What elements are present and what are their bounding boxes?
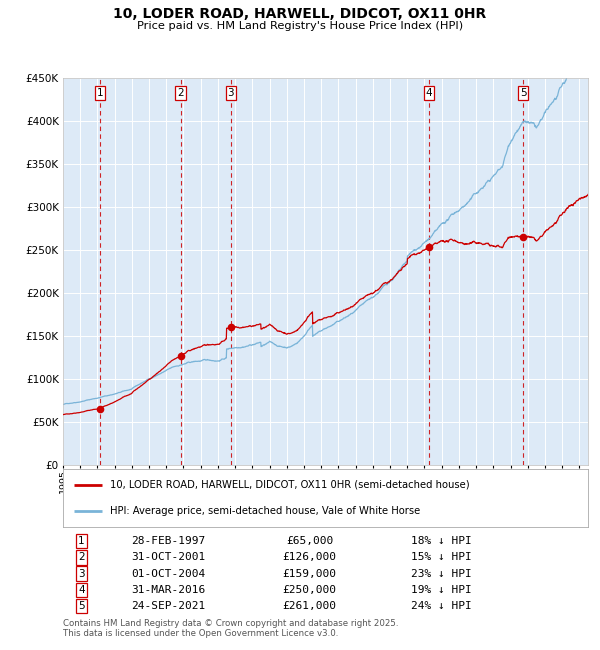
Text: 2: 2 bbox=[177, 88, 184, 97]
Text: 10, LODER ROAD, HARWELL, DIDCOT, OX11 0HR: 10, LODER ROAD, HARWELL, DIDCOT, OX11 0H… bbox=[113, 6, 487, 21]
Text: 4: 4 bbox=[78, 585, 85, 595]
Text: 31-OCT-2001: 31-OCT-2001 bbox=[131, 552, 205, 562]
Text: £261,000: £261,000 bbox=[283, 601, 337, 611]
Text: 24% ↓ HPI: 24% ↓ HPI bbox=[410, 601, 472, 611]
Text: £65,000: £65,000 bbox=[286, 536, 334, 546]
Text: 4: 4 bbox=[425, 88, 432, 97]
Text: 5: 5 bbox=[520, 88, 526, 97]
Text: 19% ↓ HPI: 19% ↓ HPI bbox=[410, 585, 472, 595]
Text: Contains HM Land Registry data © Crown copyright and database right 2025.
This d: Contains HM Land Registry data © Crown c… bbox=[63, 619, 398, 638]
Text: 28-FEB-1997: 28-FEB-1997 bbox=[131, 536, 205, 546]
Text: £250,000: £250,000 bbox=[283, 585, 337, 595]
Text: 15% ↓ HPI: 15% ↓ HPI bbox=[410, 552, 472, 562]
Text: 31-MAR-2016: 31-MAR-2016 bbox=[131, 585, 205, 595]
Text: 23% ↓ HPI: 23% ↓ HPI bbox=[410, 569, 472, 578]
Text: 24-SEP-2021: 24-SEP-2021 bbox=[131, 601, 205, 611]
Text: 18% ↓ HPI: 18% ↓ HPI bbox=[410, 536, 472, 546]
Text: £159,000: £159,000 bbox=[283, 569, 337, 578]
Text: 3: 3 bbox=[227, 88, 234, 97]
Text: Price paid vs. HM Land Registry's House Price Index (HPI): Price paid vs. HM Land Registry's House … bbox=[137, 21, 463, 31]
Text: 2: 2 bbox=[78, 552, 85, 562]
Text: 1: 1 bbox=[97, 88, 103, 97]
Text: £126,000: £126,000 bbox=[283, 552, 337, 562]
Text: 5: 5 bbox=[78, 601, 85, 611]
Text: 10, LODER ROAD, HARWELL, DIDCOT, OX11 0HR (semi-detached house): 10, LODER ROAD, HARWELL, DIDCOT, OX11 0H… bbox=[110, 480, 470, 489]
Text: 01-OCT-2004: 01-OCT-2004 bbox=[131, 569, 205, 578]
Text: 1: 1 bbox=[78, 536, 85, 546]
Text: 3: 3 bbox=[78, 569, 85, 578]
Text: HPI: Average price, semi-detached house, Vale of White Horse: HPI: Average price, semi-detached house,… bbox=[110, 506, 421, 516]
